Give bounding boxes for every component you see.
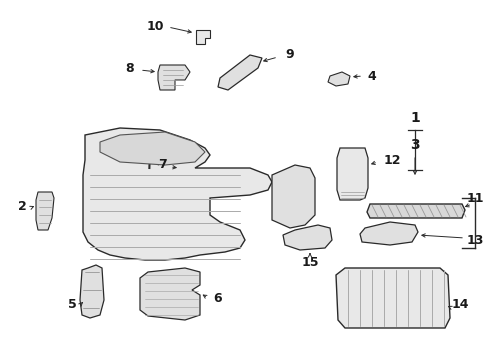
Polygon shape (336, 268, 450, 328)
Polygon shape (83, 128, 272, 260)
Polygon shape (360, 222, 418, 245)
Text: 14: 14 (451, 298, 469, 311)
Polygon shape (36, 192, 54, 230)
Text: 9: 9 (286, 49, 294, 62)
Text: 7: 7 (158, 158, 167, 171)
Text: 2: 2 (18, 201, 26, 213)
Text: 4: 4 (368, 69, 376, 82)
Polygon shape (272, 165, 315, 228)
Text: 12: 12 (383, 153, 401, 166)
Polygon shape (218, 55, 262, 90)
Text: 3: 3 (410, 138, 420, 152)
Polygon shape (158, 65, 190, 90)
Polygon shape (196, 30, 210, 44)
Text: 13: 13 (466, 234, 484, 247)
Polygon shape (283, 225, 332, 250)
Text: 11: 11 (466, 192, 484, 204)
Text: 6: 6 (214, 292, 222, 305)
Polygon shape (140, 268, 200, 320)
Text: 15: 15 (301, 256, 319, 269)
Polygon shape (80, 265, 104, 318)
Text: 8: 8 (126, 62, 134, 75)
Polygon shape (100, 132, 205, 165)
Polygon shape (328, 72, 350, 86)
Text: 10: 10 (146, 21, 164, 33)
Text: 5: 5 (68, 298, 76, 311)
Text: 1: 1 (410, 111, 420, 125)
Polygon shape (337, 148, 368, 200)
Polygon shape (367, 204, 465, 218)
